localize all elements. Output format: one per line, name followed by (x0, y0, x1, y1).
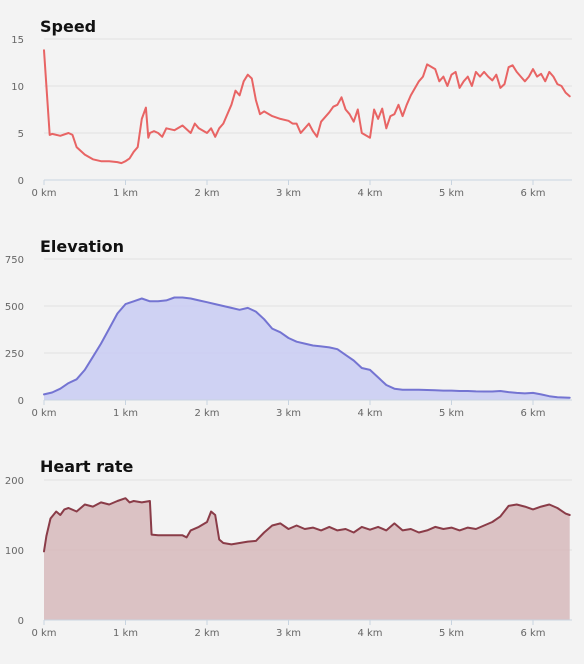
elevation-ytick-label: 500 (5, 302, 24, 313)
elevation-chart: Elevation 0 250 500 750 0 km 1 km 2 km 3 km 4 km 5… (5, 237, 572, 419)
elevation-ytick-label: 0 (18, 396, 24, 407)
heart-rate-series-line (43, 497, 571, 553)
speed-xtick-label: 3 km (276, 188, 301, 199)
elevation-xtick-label: 1 km (113, 408, 138, 419)
speed-ytick-label: 5 (18, 129, 24, 140)
elevation-xtick-label: 4 km (357, 408, 382, 419)
heart-rate-xtick-label: 5 km (439, 628, 464, 639)
elevation-area (44, 297, 570, 400)
elevation-ytick-label: 750 (5, 255, 24, 266)
heart-rate-xtick-label: 0 km (31, 628, 56, 639)
elevation-xtick-label: 5 km (439, 408, 464, 419)
elevation-xtick-label: 3 km (276, 408, 301, 419)
elevation-xtick-label: 2 km (194, 408, 219, 419)
speed-chart: Speed 0 5 10 15 0 km 1 km 2 km 3 km 4 km 5 km 6 km (11, 17, 572, 199)
speed-series-line (43, 49, 571, 165)
heart-rate-title: Heart rate (40, 457, 133, 476)
heart-rate-xtick-label: 1 km (113, 628, 138, 639)
elevation-xtick-label: 6 km (520, 408, 545, 419)
speed-xtick-label: 5 km (439, 188, 464, 199)
speed-xtick-label: 0 km (31, 188, 56, 199)
speed-title: Speed (40, 17, 96, 36)
speed-ytick-label: 10 (11, 82, 24, 93)
heart-rate-ytick-label: 100 (5, 546, 24, 557)
speed-xtick-label: 4 km (357, 188, 382, 199)
elevation-xtick-label: 0 km (31, 408, 56, 419)
heart-rate-chart: Heart rate 0 100 200 0 km 1 km 2 km 3 km 4 km 5 k… (5, 457, 572, 639)
heart-rate-area (44, 498, 570, 620)
heart-rate-xtick-label: 3 km (276, 628, 301, 639)
speed-ytick-label: 0 (18, 176, 24, 187)
heart-rate-ytick-label: 200 (5, 476, 24, 487)
speed-xtick-label: 6 km (520, 188, 545, 199)
speed-ytick-label: 15 (11, 35, 24, 46)
speed-xtick-label: 1 km (113, 188, 138, 199)
heart-rate-xtick-label: 2 km (194, 628, 219, 639)
speed-xtick-label: 2 km (194, 188, 219, 199)
elevation-title: Elevation (40, 237, 124, 256)
elevation-ytick-label: 250 (5, 349, 24, 360)
elevation-series-line (43, 296, 571, 399)
heart-rate-xtick-label: 4 km (357, 628, 382, 639)
heart-rate-xtick-label: 6 km (520, 628, 545, 639)
heart-rate-ytick-label: 0 (18, 616, 24, 627)
